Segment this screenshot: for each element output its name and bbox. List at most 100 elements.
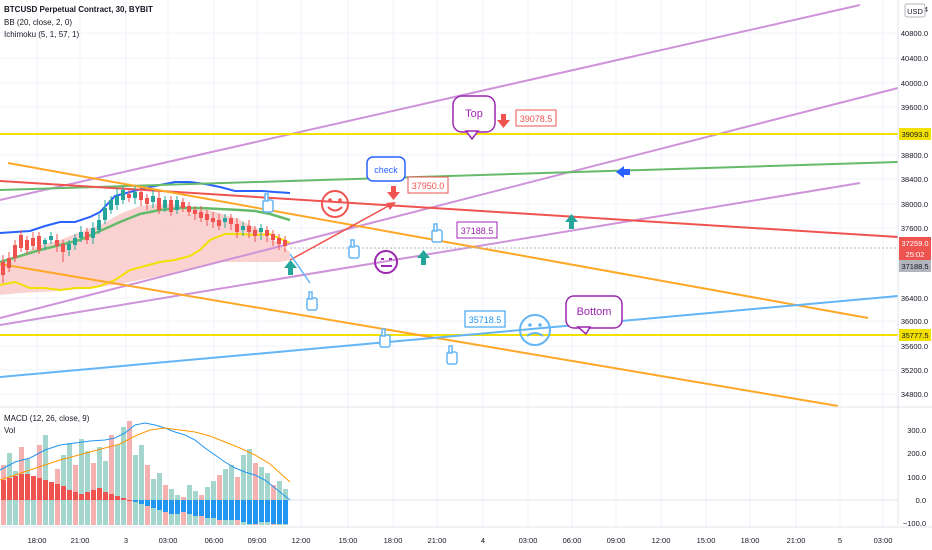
macd-histogram-bar bbox=[247, 500, 252, 524]
bb-basis bbox=[0, 206, 291, 264]
drawings bbox=[0, 4, 899, 407]
time-tick-label: 21:00 bbox=[787, 536, 806, 545]
volume-bar bbox=[229, 465, 234, 525]
macd-axis[interactable]: 300.0 200.0 100.0 0.0 −100.0 bbox=[903, 426, 926, 528]
candle bbox=[283, 236, 287, 252]
pointing-hand-icon bbox=[348, 239, 360, 259]
price-badge[interactable]: 25:02 bbox=[899, 248, 931, 260]
volume-bar bbox=[247, 449, 252, 525]
price-label[interactable]: 37950.0 bbox=[407, 176, 449, 194]
trendline-green[interactable] bbox=[0, 161, 899, 191]
symbol-legend[interactable]: BTCUSD Perpetual Contract, 30, BYBIT bbox=[4, 5, 153, 14]
trendline-blue[interactable] bbox=[0, 295, 899, 378]
green-arrow-up-icon bbox=[284, 260, 297, 275]
price-axis[interactable]: 4 40800.0 40400.0 40000.0 39600.0 38800.0 3840… bbox=[897, 0, 928, 525]
time-tick-label: 09:00 bbox=[607, 536, 626, 545]
macd-tick-label: −100.0 bbox=[903, 519, 926, 528]
candle bbox=[37, 232, 41, 254]
candle bbox=[277, 234, 281, 250]
candle bbox=[169, 196, 173, 216]
price-label[interactable]: 35718.5 bbox=[464, 310, 506, 328]
volume-bar bbox=[121, 427, 126, 525]
happy-face-icon bbox=[321, 190, 349, 218]
candle bbox=[97, 214, 101, 234]
candle bbox=[67, 240, 71, 256]
candle bbox=[229, 214, 233, 230]
trendline-violet-mid[interactable] bbox=[0, 87, 899, 319]
callout-check[interactable]: check bbox=[366, 156, 406, 182]
macd-histogram-bar bbox=[85, 492, 90, 500]
volume-bar bbox=[253, 463, 258, 525]
callout-bottom[interactable]: Bottom bbox=[565, 295, 623, 336]
price-badge[interactable]: 37259.0 bbox=[899, 237, 931, 249]
macd-histogram-bar bbox=[151, 500, 156, 508]
price-badge[interactable]: 35777.5 bbox=[899, 329, 931, 341]
volume-bar bbox=[139, 445, 144, 525]
time-tick-label: 21:00 bbox=[71, 536, 90, 545]
macd-histogram-bar bbox=[175, 500, 180, 514]
sad-face-icon bbox=[519, 314, 551, 346]
price-badge[interactable]: 37188.5 bbox=[899, 260, 931, 272]
volume-bar bbox=[79, 439, 84, 525]
time-tick-label: 15:00 bbox=[339, 536, 358, 545]
markers bbox=[262, 114, 630, 365]
red-arrow-down-icon bbox=[497, 114, 510, 128]
candle bbox=[25, 236, 29, 254]
indicator-legend-ichimoku[interactable]: Ichimoku (5, 1, 57, 1) bbox=[4, 30, 80, 39]
price-tick-label: 36000.0 bbox=[901, 317, 928, 326]
volume-bar bbox=[223, 469, 228, 525]
volume-bar bbox=[157, 473, 162, 525]
candle bbox=[253, 226, 257, 242]
macd-legend[interactable]: MACD (12, 26, close, 9) bbox=[4, 414, 90, 423]
trendline-orange-lower[interactable] bbox=[0, 263, 839, 407]
macd-histogram-bar bbox=[139, 500, 144, 504]
candle bbox=[205, 210, 209, 226]
macd-histogram-bar bbox=[169, 500, 174, 514]
macd-histogram-bar bbox=[211, 500, 216, 518]
candle bbox=[43, 238, 47, 250]
trendline-violet-top[interactable] bbox=[0, 4, 861, 201]
volume-bar bbox=[31, 477, 36, 525]
price-tick-label: 35600.0 bbox=[901, 342, 928, 351]
macd-histogram-bar bbox=[187, 500, 192, 514]
candle bbox=[199, 206, 203, 222]
candle bbox=[139, 188, 143, 206]
candle bbox=[55, 234, 59, 252]
price-badge-text: 25:02 bbox=[906, 250, 925, 259]
time-tick-label: 12:00 bbox=[652, 536, 671, 545]
time-tick-label: 3 bbox=[124, 536, 128, 545]
currency-badge[interactable]: USD bbox=[904, 3, 926, 18]
time-tick-label: 5 bbox=[838, 536, 842, 545]
trendline-red[interactable] bbox=[0, 180, 899, 238]
candle bbox=[109, 196, 113, 214]
price-badge[interactable]: 39093.0 bbox=[899, 128, 931, 140]
price-label[interactable]: 39078.5 bbox=[515, 109, 557, 127]
candle bbox=[1, 255, 5, 283]
blue-arrow-left-icon bbox=[616, 166, 630, 178]
price-label-text: 37950.0 bbox=[412, 181, 445, 191]
green-arrow-up-icon bbox=[565, 214, 578, 229]
macd-histogram-bar bbox=[7, 478, 12, 500]
candle bbox=[259, 224, 263, 240]
indicator-legend-bb[interactable]: BB (20, close, 2, 0) bbox=[4, 18, 73, 27]
trendline-violet-low[interactable] bbox=[0, 182, 861, 326]
macd-histogram-bar bbox=[79, 494, 84, 500]
macd-histogram-bar bbox=[97, 488, 102, 500]
price-tick-label: 37600.0 bbox=[901, 224, 928, 233]
arrow-projection-up[interactable] bbox=[289, 203, 393, 261]
candle bbox=[13, 240, 17, 262]
volume-bar bbox=[133, 455, 138, 525]
candle bbox=[163, 196, 167, 212]
macd-tick-label: 100.0 bbox=[907, 473, 926, 482]
arrow-projection-down[interactable] bbox=[289, 253, 311, 284]
pointing-hand-icon bbox=[306, 291, 318, 311]
candle bbox=[265, 226, 269, 242]
time-axis[interactable]: 18:00 21:00 3 03:00 06:00 09:00 12:00 15:00 18:0… bbox=[0, 526, 932, 545]
candle bbox=[187, 202, 191, 216]
macd-histogram-bar bbox=[67, 490, 72, 500]
price-label[interactable]: 37188.5 bbox=[456, 221, 498, 239]
callout-top[interactable]: Top bbox=[452, 95, 496, 141]
vol-legend[interactable]: Vol bbox=[4, 426, 16, 435]
macd-histogram-bar bbox=[265, 500, 270, 522]
